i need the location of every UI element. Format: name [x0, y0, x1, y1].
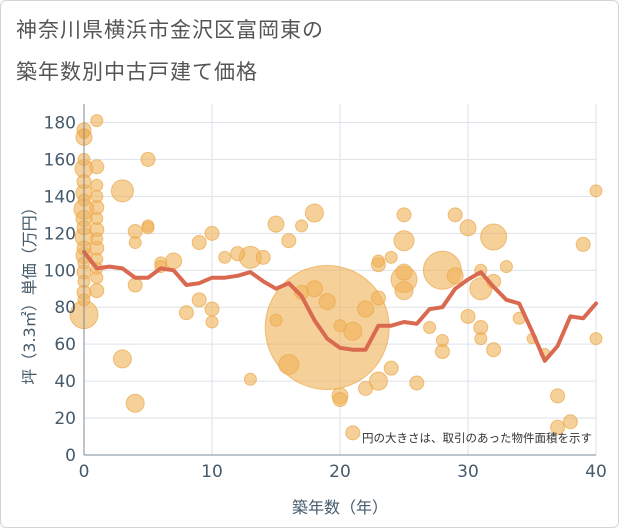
bubble-point [127, 277, 143, 293]
bubble-point [89, 283, 105, 299]
bubble-point [459, 219, 477, 237]
x-tick-label: 0 [79, 462, 90, 482]
bubble-point [550, 388, 566, 404]
bubble-point [393, 230, 415, 252]
bubble-point [384, 250, 398, 264]
bubble-point [90, 114, 104, 128]
bubble-point [125, 393, 145, 413]
bubble-point [230, 246, 246, 262]
bubble-point [110, 179, 134, 203]
bubble-point [128, 236, 142, 250]
bubble-point [191, 292, 207, 308]
bubble-point [575, 236, 591, 252]
average-line [82, 249, 598, 363]
bubble-point [304, 203, 324, 223]
chart-title-line2: 築年数別中古戸建て価格 [16, 60, 258, 84]
y-tick-label: 160 [44, 150, 76, 170]
bubble-point [423, 321, 437, 335]
y-tick-label: 20 [54, 409, 76, 429]
bubble-point [333, 319, 347, 333]
bubble-point [332, 392, 348, 408]
bubble-point [205, 315, 219, 329]
bubble-point [368, 371, 388, 391]
bubble-size-note: 円の大きさは、取引のあった物件面積を示す [362, 431, 592, 445]
bubble-point [90, 271, 104, 285]
axes: 0 20 40 60 80 100 120 140 160 180 0 10 20 30 40 [44, 104, 607, 482]
bubble-point [141, 221, 155, 235]
y-tick-label: 40 [54, 372, 76, 392]
y-tick-label: 100 [44, 261, 76, 281]
bubble-point [409, 375, 425, 391]
bubble-point [178, 305, 194, 321]
bubble-point [358, 380, 374, 396]
bubble-point [90, 178, 104, 192]
bubble-point [90, 212, 104, 226]
bubble-point [562, 414, 578, 430]
y-tick-label: 80 [54, 298, 76, 318]
x-tick-label: 30 [457, 462, 479, 482]
bubble-series [69, 114, 603, 441]
bubble-point [447, 207, 463, 223]
bubble-point [394, 281, 414, 301]
bubble-point [204, 301, 220, 317]
bubble-point [278, 353, 300, 375]
bubble-point [370, 290, 386, 306]
x-tick-label: 10 [201, 462, 223, 482]
bubble-point [345, 425, 361, 441]
bubble-point [112, 349, 132, 369]
bubble-point [343, 321, 363, 341]
bubble-point [435, 333, 449, 347]
bubble-point [140, 151, 156, 167]
x-tick-label: 20 [329, 462, 351, 482]
bubble-point [460, 308, 476, 324]
bubble-point [371, 254, 385, 268]
bubble-point [480, 223, 508, 251]
bubble-point [90, 189, 104, 203]
x-tick-label: 40 [585, 462, 607, 482]
bubble-point [589, 332, 603, 346]
bubble-point [499, 260, 513, 274]
y-tick-label: 0 [65, 446, 76, 466]
chart-title-line1: 神奈川県横浜市金沢区富岡東の [16, 18, 324, 42]
bubble-point [281, 233, 297, 249]
bubble-point [165, 252, 183, 270]
bubble-point [589, 184, 603, 198]
bubble-point [204, 225, 220, 241]
y-axis-label: 坪（3.3㎡）単価（万円） [20, 199, 39, 384]
bubble-point [486, 342, 502, 358]
average-price-line [82, 249, 598, 363]
y-tick-label: 180 [44, 113, 76, 133]
y-tick-label: 60 [54, 335, 76, 355]
bubble-point [318, 293, 336, 311]
bubble-point [446, 267, 464, 285]
bubble-point [396, 207, 412, 223]
bubble-point [383, 360, 399, 376]
bubble-point [89, 159, 105, 175]
bubble-point [90, 232, 104, 246]
bubble-point [357, 300, 375, 318]
x-axis-label: 築年数（年） [292, 498, 388, 517]
bubble-point [191, 235, 207, 251]
bubble-point [218, 250, 232, 264]
bubble-point [550, 419, 566, 435]
bubble-point [474, 332, 488, 346]
bubble-point [267, 215, 285, 233]
bubble-point [469, 277, 493, 301]
y-tick-label: 120 [44, 224, 76, 244]
bubble-point [269, 313, 283, 327]
bubble-point [243, 372, 257, 386]
bubble-point [395, 263, 413, 281]
bubble-point [255, 249, 271, 265]
bubble-point [295, 219, 309, 233]
y-tick-label: 140 [44, 187, 76, 207]
